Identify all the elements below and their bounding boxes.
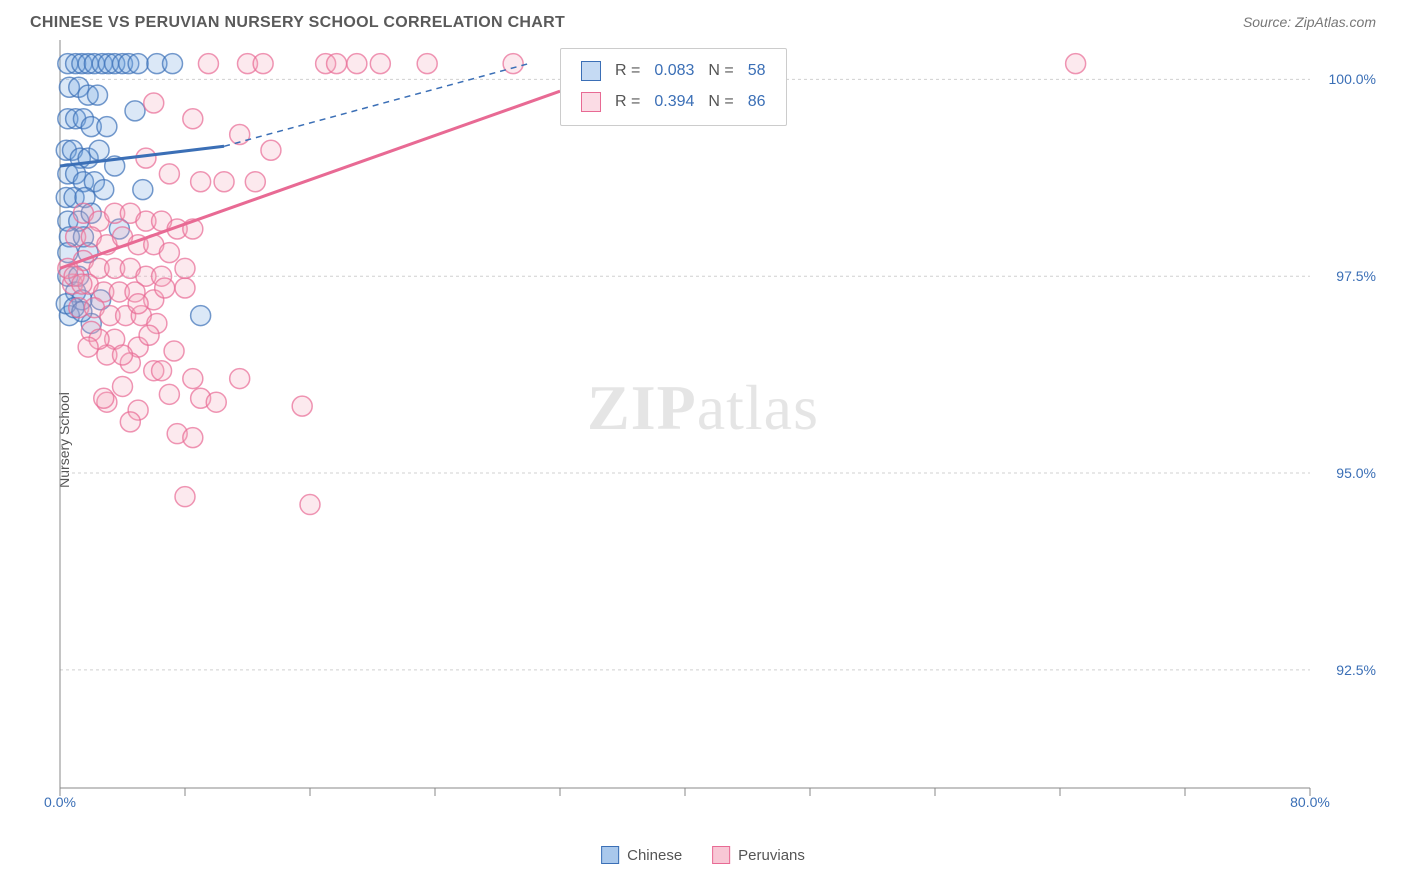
x-tick-label: 80.0% [1290,794,1330,810]
series-legend: Chinese Peruvians [601,846,805,864]
legend-row-peruvians: R =0.394N =86 [575,88,772,117]
source-label: Source: ZipAtlas.com [1243,14,1376,30]
legend-item-chinese: Chinese [601,846,682,864]
y-tick-label: 92.5% [1336,662,1376,678]
correlation-legend: R =0.083N =58R =0.394N =86 [560,48,787,126]
scatter-plot [20,40,1386,840]
y-tick-label: 97.5% [1336,268,1376,284]
legend-row-chinese: R =0.083N =58 [575,57,772,86]
y-tick-label: 95.0% [1336,465,1376,481]
y-tick-label: 100.0% [1329,71,1376,87]
x-tick-label: 0.0% [44,794,76,810]
chart-title: CHINESE VS PERUVIAN NURSERY SCHOOL CORRE… [30,14,565,32]
chart-container: Nursery School ZIPatlas R =0.083N =58R =… [20,40,1386,840]
legend-item-peruvians: Peruvians [712,846,805,864]
